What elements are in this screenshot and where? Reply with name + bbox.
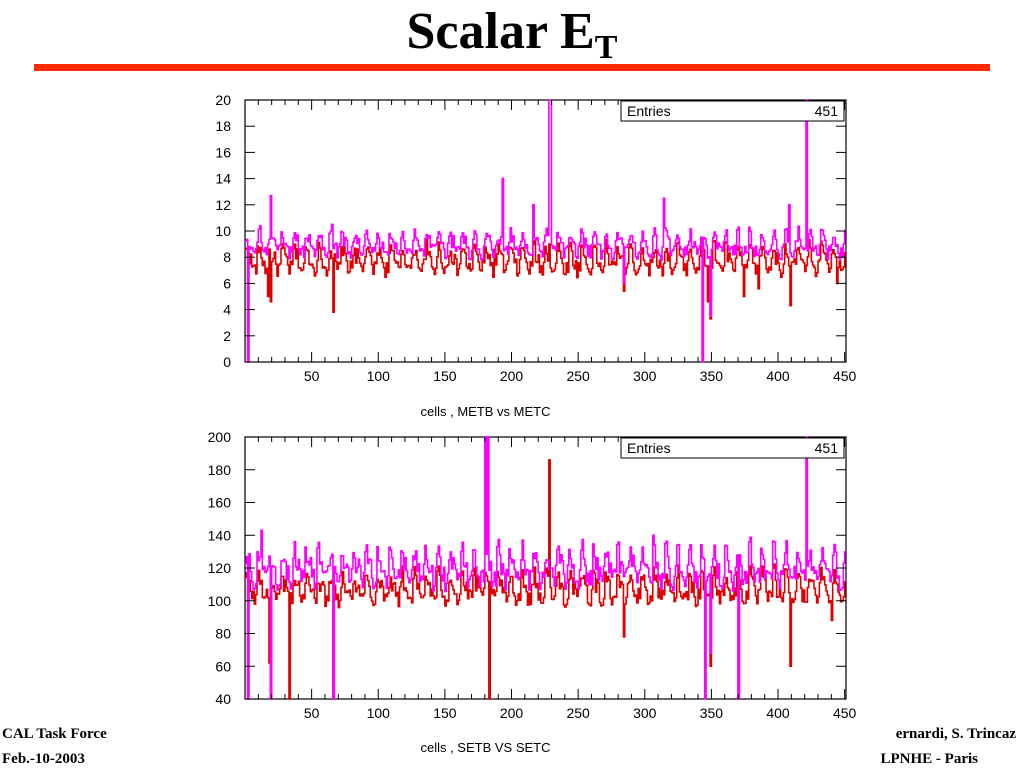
y-tick-label: 0 bbox=[223, 354, 231, 370]
y-tick-label: 160 bbox=[208, 495, 232, 511]
x-tick-label: 450 bbox=[833, 705, 857, 721]
y-tick-label: 180 bbox=[208, 462, 232, 478]
y-tick-label: 18 bbox=[215, 118, 231, 134]
x-axis-label: cells , SETB VS SETC bbox=[420, 740, 550, 755]
stats-box bbox=[620, 437, 845, 459]
y-tick-label: 200 bbox=[208, 429, 232, 445]
y-tick-label: 40 bbox=[215, 691, 231, 707]
series-line-2 bbox=[245, 99, 846, 363]
x-tick-label: 400 bbox=[766, 368, 790, 384]
slide-title: Scalar ET bbox=[0, 2, 1024, 78]
x-tick-label: 350 bbox=[700, 705, 724, 721]
x-tick-label: 350 bbox=[700, 368, 724, 384]
x-tick-label: 400 bbox=[766, 705, 790, 721]
footer-left-line2: Feb.-10-2003 bbox=[2, 751, 85, 767]
stats-value: 451 bbox=[815, 440, 839, 456]
x-tick-label: 300 bbox=[633, 368, 657, 384]
x-tick-label: 100 bbox=[367, 368, 391, 384]
y-tick-label: 8 bbox=[223, 249, 231, 265]
x-tick-label: 150 bbox=[433, 705, 457, 721]
x-tick-label: 250 bbox=[566, 705, 590, 721]
x-tick-label: 250 bbox=[566, 368, 590, 384]
x-tick-label: 450 bbox=[833, 368, 857, 384]
series-line-2 bbox=[245, 436, 846, 700]
x-axis-label: cells , METB vs METC bbox=[420, 404, 550, 419]
y-tick-label: 20 bbox=[215, 92, 231, 108]
y-tick-label: 100 bbox=[208, 593, 232, 609]
y-tick-label: 80 bbox=[215, 626, 231, 642]
x-tick-label: 50 bbox=[304, 705, 320, 721]
y-tick-label: 6 bbox=[223, 275, 231, 291]
title-main: Scalar E bbox=[406, 3, 595, 60]
y-tick-label: 2 bbox=[223, 328, 231, 344]
footer-right-line2: LPNHE - Paris bbox=[880, 751, 979, 767]
y-tick-label: 10 bbox=[215, 223, 231, 239]
stats-label: Entries bbox=[627, 440, 671, 456]
x-tick-label: 300 bbox=[633, 705, 657, 721]
y-tick-label: 12 bbox=[215, 197, 231, 213]
footer-left-line1: CAL Task Force bbox=[2, 726, 107, 742]
y-tick-label: 4 bbox=[223, 302, 231, 318]
chart-1: 0 2 4 6 8 10 12 14 16 18 20 50 100 150 200 250 300 350 400… bbox=[215, 92, 856, 419]
x-tick-label: 50 bbox=[304, 368, 320, 384]
y-tick-label: 14 bbox=[215, 171, 231, 187]
title-underline-rule bbox=[34, 64, 990, 71]
stats-value: 451 bbox=[815, 103, 839, 119]
y-tick-label: 140 bbox=[208, 527, 232, 543]
x-tick-label: 100 bbox=[367, 705, 391, 721]
y-tick-label: 60 bbox=[215, 658, 231, 674]
stats-label: Entries bbox=[627, 103, 671, 119]
footer-right-line1: ernardi, S. Trincaz bbox=[895, 726, 1016, 742]
title-subscript: T bbox=[594, 29, 618, 66]
chart-2: 40 60 80 100 120 140 160 180 200 50 100 150 200 250 30… bbox=[208, 429, 857, 755]
stats-box bbox=[620, 100, 845, 122]
x-tick-label: 200 bbox=[500, 705, 524, 721]
x-tick-label: 150 bbox=[433, 368, 457, 384]
y-tick-label: 16 bbox=[215, 144, 231, 160]
y-tick-label: 120 bbox=[208, 560, 232, 576]
series-line-1 bbox=[245, 238, 846, 320]
x-tick-label: 200 bbox=[500, 368, 524, 384]
